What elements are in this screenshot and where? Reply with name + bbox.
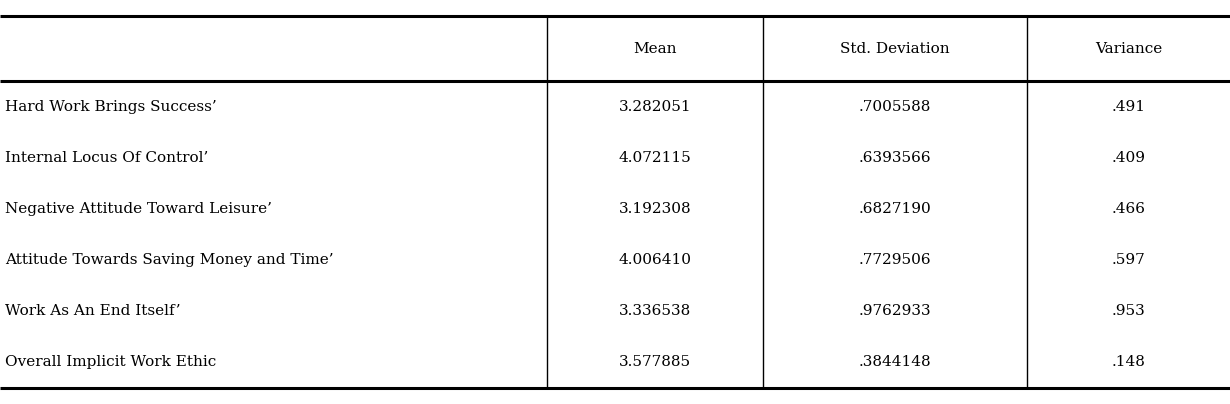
- Text: Work As An End Itself’: Work As An End Itself’: [5, 304, 181, 318]
- Text: .3844148: .3844148: [859, 355, 931, 369]
- Text: Variance: Variance: [1095, 42, 1162, 56]
- Text: 3.336538: 3.336538: [619, 304, 691, 318]
- Text: .148: .148: [1112, 355, 1145, 369]
- Text: Hard Work Brings Success’: Hard Work Brings Success’: [5, 100, 216, 114]
- Text: Std. Deviation: Std. Deviation: [840, 42, 950, 56]
- Text: Negative Attitude Toward Leisure’: Negative Attitude Toward Leisure’: [5, 202, 272, 216]
- Text: 3.192308: 3.192308: [619, 202, 691, 216]
- Text: 3.577885: 3.577885: [619, 355, 691, 369]
- Text: Mean: Mean: [633, 42, 677, 56]
- Text: .9762933: .9762933: [859, 304, 931, 318]
- Text: .597: .597: [1112, 253, 1145, 267]
- Text: .953: .953: [1112, 304, 1145, 318]
- Text: Attitude Towards Saving Money and Time’: Attitude Towards Saving Money and Time’: [5, 253, 333, 267]
- Text: .7005588: .7005588: [859, 100, 931, 114]
- Text: .466: .466: [1112, 202, 1145, 216]
- Text: Overall Implicit Work Ethic: Overall Implicit Work Ethic: [5, 355, 216, 369]
- Text: 4.006410: 4.006410: [619, 253, 691, 267]
- Text: .491: .491: [1112, 100, 1145, 114]
- Text: .7729506: .7729506: [859, 253, 931, 267]
- Text: Internal Locus Of Control’: Internal Locus Of Control’: [5, 151, 208, 165]
- Text: .409: .409: [1112, 151, 1145, 165]
- Text: 4.072115: 4.072115: [619, 151, 691, 165]
- Text: .6393566: .6393566: [859, 151, 931, 165]
- Text: .6827190: .6827190: [859, 202, 931, 216]
- Text: 3.282051: 3.282051: [619, 100, 691, 114]
